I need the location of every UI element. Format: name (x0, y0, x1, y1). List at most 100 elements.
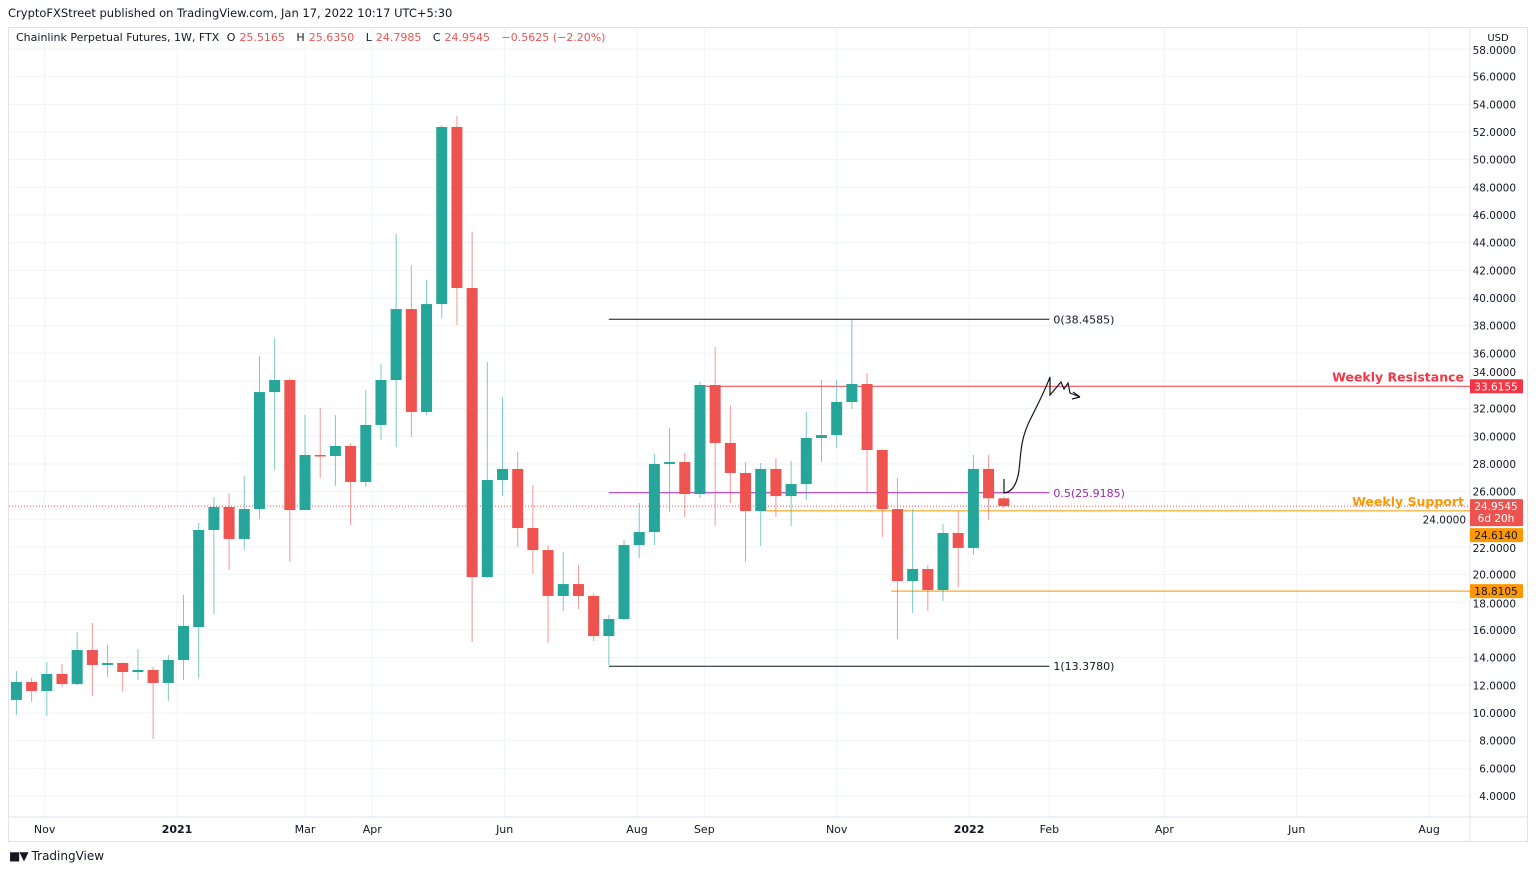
tradingview-footer[interactable]: ■▼ TradingView (9, 849, 104, 863)
candle-up (132, 649, 144, 681)
time-tick-label: Jun (1287, 823, 1305, 836)
candle-up (648, 454, 660, 546)
candle-body (512, 468, 524, 529)
candle-down (56, 664, 68, 687)
candle-body (132, 669, 144, 673)
candle-body (360, 424, 372, 482)
candle-up (253, 355, 265, 520)
candle-body (86, 650, 98, 665)
candle-body (983, 468, 995, 499)
candle-up (390, 233, 402, 447)
candle-down (679, 453, 691, 517)
candle-down (998, 496, 1010, 509)
candle-up (208, 497, 220, 615)
candle-body (618, 545, 630, 620)
price-tick-label: 8.0000 (1479, 736, 1516, 748)
candle-down (876, 449, 888, 538)
open-label: O (226, 31, 236, 44)
candle-up (162, 655, 174, 701)
price-tick-label: 32.0000 (1473, 404, 1516, 416)
candle-body (436, 127, 448, 305)
time-tick-label: Sep (694, 823, 715, 836)
time-tick-label: Apr (363, 823, 383, 836)
candle-body (375, 380, 387, 425)
candle-up (329, 415, 341, 486)
candle-body (846, 384, 858, 403)
candle-body (481, 480, 493, 577)
price-tick-label-bg (1421, 514, 1467, 527)
tradingview-logo-icon: ■▼ (9, 849, 29, 863)
candle-up (603, 615, 615, 665)
candle-body (907, 568, 919, 582)
candle-down (314, 407, 326, 478)
close-value: 24.9545 (444, 31, 491, 44)
candle-body (922, 568, 934, 590)
grid (9, 28, 1470, 817)
candle-up (967, 454, 979, 555)
price-tick-label: 20.0000 (1473, 570, 1516, 582)
price-tick-label: 22.0000 (1473, 543, 1516, 555)
candle-up (375, 363, 387, 441)
candle-body (709, 384, 721, 443)
price-tick-label: 28.0000 (1473, 459, 1516, 471)
candle-body (208, 506, 220, 530)
candle-up (481, 362, 493, 578)
candle-body (998, 498, 1010, 507)
candle-body (269, 380, 281, 393)
candle-down (147, 667, 159, 739)
level-price-tag-bg (1470, 528, 1523, 543)
candle-up (694, 381, 706, 499)
candle-up (755, 463, 767, 547)
candle-up (238, 476, 250, 551)
fib-level-label: 1(13.3780) (1053, 660, 1114, 673)
candle-body (345, 445, 357, 482)
price-tick-label: 52.0000 (1473, 127, 1516, 139)
candle-body (755, 468, 767, 512)
fib-level-label: 0(38.4585) (1053, 313, 1114, 326)
candle-body (557, 584, 569, 596)
candle-body (770, 468, 782, 497)
candle-down (770, 458, 782, 517)
price-tick-label: 10.0000 (1473, 708, 1516, 720)
open-value: 25.5165 (239, 31, 285, 44)
candle-up (269, 337, 281, 471)
candle-body (102, 663, 114, 665)
candle-body (815, 435, 827, 438)
currency-label: USD (1487, 33, 1509, 44)
candle-body (253, 392, 265, 510)
candle-up (618, 540, 630, 621)
candle-down (891, 477, 903, 639)
candle-body (314, 454, 326, 457)
candle-body (117, 663, 129, 673)
candle-down (983, 454, 995, 520)
candle-body (329, 445, 341, 456)
candle-up (815, 380, 827, 463)
candle-body (664, 462, 676, 464)
candle-down (26, 677, 38, 703)
candle-body (405, 309, 417, 412)
candle-body (527, 528, 539, 551)
candle-body (223, 506, 235, 539)
candle-up (360, 389, 372, 487)
candle-up (664, 428, 676, 512)
candle-body (724, 442, 736, 473)
candle-body (861, 384, 873, 451)
candle-up (299, 415, 311, 511)
candle-body (785, 484, 797, 497)
candle-body (390, 309, 402, 381)
candle-body (648, 463, 660, 533)
last-price-tag: 24.9545 (1474, 501, 1517, 513)
candle-body (147, 669, 159, 683)
last-price-tag-bg (1470, 499, 1523, 527)
symbol-name: Chainlink Perpetual Futures, 1W, FTX (16, 31, 220, 44)
candle-body (162, 659, 174, 683)
candle-body (603, 619, 615, 637)
candle-up (193, 523, 205, 678)
candle-down (922, 564, 934, 612)
candle-up (937, 524, 949, 602)
time-tick-label: Jun (495, 823, 513, 836)
candle-body (740, 472, 752, 512)
level-price-tag-bg (1470, 584, 1523, 599)
candle-down (345, 442, 357, 525)
